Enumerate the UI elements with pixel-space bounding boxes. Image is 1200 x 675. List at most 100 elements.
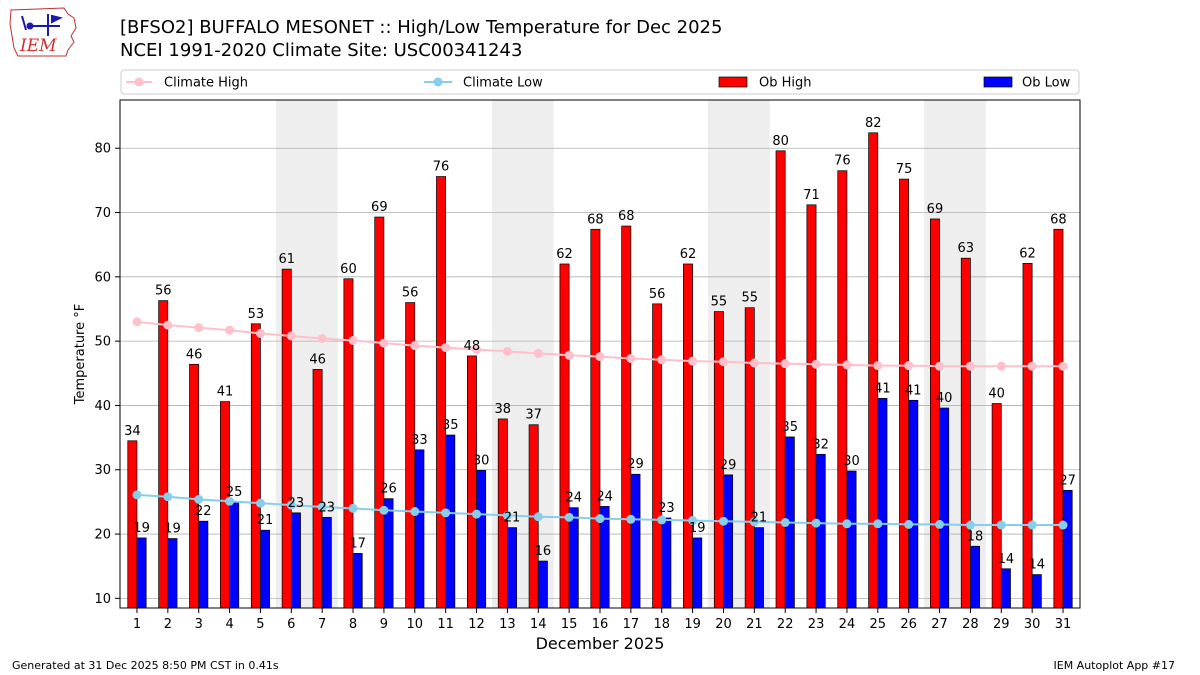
x-tick-label: 11 [437,617,454,632]
ob-high-bar [868,132,879,609]
ob-low-label: 21 [257,513,274,528]
y-tick-label: 10 [94,592,111,607]
ob-low-label: 41 [905,383,922,398]
ob-high-label: 69 [371,200,388,215]
ob-low-bar [568,507,579,609]
x-tick-label: 3 [195,617,203,632]
ob-high-label: 34 [124,424,141,439]
climate-high-point [163,320,173,330]
climate-high-point [132,317,142,327]
climate-low-point [718,516,728,526]
climate-high-point [379,338,389,348]
climate-high-point [348,335,358,345]
ob-high-label: 40 [988,387,1005,402]
ob-high-bar [343,278,354,609]
x-tick-label: 6 [287,617,295,632]
ob-low-bar [661,517,672,609]
ob-low-label: 35 [442,418,459,433]
climate-high-point [595,352,605,362]
legend-ob-low-swatch [983,76,1013,88]
legend-climate-high-marker [134,77,144,87]
climate-high-point [749,358,759,368]
climate-low-point [657,515,667,525]
ob-low-label: 21 [751,511,768,526]
x-tick-label: 26 [900,617,917,632]
x-tick-label: 7 [318,617,326,632]
climate-low-point [811,518,821,528]
y-tick-label: 50 [94,335,111,350]
ob-high-label: 53 [248,307,265,322]
x-tick-label: 24 [839,617,856,632]
ob-high-label: 63 [958,241,975,256]
climate-low-point [255,498,265,508]
ob-high-label: 76 [433,160,450,175]
y-tick-label: 80 [94,142,111,157]
ob-high-bar [960,257,971,609]
climate-high-point [225,325,235,335]
climate-high-point [194,323,204,333]
climate-low-point [317,502,327,512]
ob-high-bar [466,355,477,609]
climate-high-point [1027,361,1037,371]
y-tick-label: 60 [94,270,111,285]
ob-high-bar [312,369,323,609]
climate-low-point [904,519,914,529]
y-tick-label: 70 [94,206,111,221]
ob-high-bar [806,204,817,609]
legend-ob-low-label: Ob Low [1022,76,1071,91]
data-labels: 34 19 56 19 46 22 41 25 53 21 61 23 46 23 60 17 69 26 56 33… [124,116,1076,573]
y-tick-label: 20 [94,528,111,543]
ob-low-label: 33 [411,433,428,448]
climate-high-point [688,356,698,366]
ob-high-bar [250,323,261,609]
ob-low-label: 23 [319,500,336,515]
ob-high-bar [189,363,200,609]
climate-high-point [410,341,420,351]
ob-low-label: 21 [504,511,521,526]
x-tick-label: 16 [592,617,609,632]
ob-high-label: 62 [1019,246,1036,261]
climate-high-point [255,328,265,338]
ob-low-label: 14 [998,552,1015,567]
ob-high-label: 38 [495,402,512,417]
ob-low-bar [723,474,734,609]
ob-low-bar [445,434,456,609]
ob-low-bar [383,498,394,609]
ob-high-label: 60 [340,262,357,277]
ob-low-bar [846,470,857,609]
ob-high-label: 48 [464,339,481,354]
x-tick-label: 10 [407,617,424,632]
climate-high-point [1058,361,1068,371]
ob-low-bar [692,537,703,609]
climate-low-point [472,509,482,519]
y-tick-label: 30 [94,463,111,478]
climate-low-point [965,520,975,530]
ob-high-bar [837,170,848,609]
ob-high-label: 46 [186,347,203,362]
x-tick-label: 1 [133,617,141,632]
x-tick-label: 25 [870,617,887,632]
logo-text: IEM [19,36,57,56]
ob-high-bar [559,263,570,609]
x-tick-label: 13 [499,617,516,632]
x-tick-label: 20 [715,617,732,632]
ob-high-bar [281,268,292,609]
climate-high-point [904,361,914,371]
ob-low-label: 29 [627,457,644,472]
ob-high-bar [158,300,169,609]
x-tick-label: 2 [164,617,172,632]
ob-high-label: 76 [834,154,851,169]
ob-high-label: 55 [711,295,728,310]
climate-high-point [811,359,821,369]
x-tick-label: 19 [684,617,701,632]
ob-high-label: 62 [556,247,573,262]
climate-high-point [780,359,790,369]
ob-high-bar [1022,262,1033,609]
ob-low-label: 29 [720,458,737,473]
ob-high-bar [683,263,693,609]
climate-high-point [286,331,296,341]
legend-climate-high-label: Climate High [164,76,248,91]
climate-high-point [718,357,728,367]
climate-high-point [996,361,1006,371]
